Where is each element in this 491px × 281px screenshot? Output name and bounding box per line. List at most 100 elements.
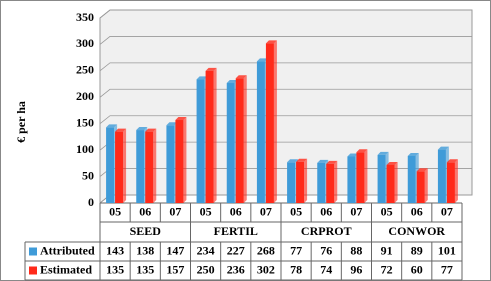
bar-side xyxy=(213,67,217,203)
bar-top xyxy=(416,168,428,172)
table-value: 135 xyxy=(136,262,154,276)
bar xyxy=(347,156,356,203)
x-tick-label: 07 xyxy=(350,204,362,218)
table-value: 74 xyxy=(320,262,332,276)
bar xyxy=(317,162,326,203)
bar-top xyxy=(347,153,359,157)
bar-side xyxy=(183,117,187,203)
x-tick-label: 06 xyxy=(139,204,151,218)
x-tick-label: 06 xyxy=(230,204,242,218)
bar xyxy=(287,162,296,203)
bar-top xyxy=(145,128,157,132)
x-tick-label: 07 xyxy=(260,204,272,218)
table-value: 60 xyxy=(411,262,423,276)
bar xyxy=(115,131,124,203)
bar-top xyxy=(106,124,118,128)
bar-side xyxy=(364,149,368,203)
x-tick-label: 06 xyxy=(411,204,423,218)
y-tick-label: 200 xyxy=(76,89,94,103)
bar xyxy=(235,78,244,203)
table-value: 78 xyxy=(290,262,302,276)
group-label: CONWOR xyxy=(388,224,445,238)
bar-side xyxy=(273,40,277,203)
grid-line xyxy=(99,88,472,98)
x-tick-label: 05 xyxy=(200,204,212,218)
table-value: 135 xyxy=(106,262,124,276)
group-label: CRPROT xyxy=(301,224,352,238)
bar-top xyxy=(226,80,238,84)
x-tick-label: 05 xyxy=(109,204,121,218)
table-value: 101 xyxy=(438,243,456,257)
bar-top xyxy=(256,58,268,62)
bar-top xyxy=(235,75,247,79)
bar-side xyxy=(454,159,458,203)
bar-top xyxy=(437,146,449,150)
bar-side xyxy=(334,160,338,203)
bar-side xyxy=(153,128,157,203)
bar xyxy=(446,162,455,203)
table-value: 89 xyxy=(411,243,423,257)
x-tick-label: 07 xyxy=(441,204,453,218)
bar-top xyxy=(115,128,127,132)
bar-top xyxy=(265,40,277,44)
table-value: 96 xyxy=(350,262,362,276)
bar xyxy=(265,43,274,203)
bar xyxy=(205,70,214,203)
x-tick-label: 07 xyxy=(169,204,181,218)
group-label: FERTIL xyxy=(214,224,258,238)
bar xyxy=(326,163,335,203)
table-value: 77 xyxy=(290,243,302,257)
bar xyxy=(437,149,446,203)
y-tick-label: 50 xyxy=(82,168,94,182)
table-value: 88 xyxy=(350,243,362,257)
table-value: 143 xyxy=(106,243,124,257)
bar-top xyxy=(166,122,178,126)
bar-top xyxy=(296,158,308,162)
table-value: 234 xyxy=(197,243,215,257)
legend-key xyxy=(29,247,37,256)
bar-top xyxy=(407,152,419,156)
y-tick-label: 100 xyxy=(76,142,94,156)
bar xyxy=(175,120,184,203)
table-value: 91 xyxy=(381,243,393,257)
bar-side xyxy=(304,158,308,203)
bar xyxy=(145,131,154,203)
legend-key xyxy=(29,266,37,275)
bar-top xyxy=(317,159,329,163)
bar-top xyxy=(377,151,389,155)
bar-top xyxy=(446,159,458,163)
legend-label: Attributed xyxy=(40,243,95,257)
grid-line xyxy=(99,62,472,72)
bar xyxy=(256,61,265,203)
bar-top xyxy=(287,159,299,163)
table-value: 302 xyxy=(257,262,275,276)
bar-side xyxy=(394,161,398,203)
table-value: 138 xyxy=(136,243,154,257)
x-tick-label: 05 xyxy=(381,204,393,218)
legend-label: Estimated xyxy=(40,262,92,276)
bar-top xyxy=(386,161,398,165)
grid-line xyxy=(99,115,472,125)
group-label: SEED xyxy=(130,224,162,238)
table-value: 250 xyxy=(197,262,215,276)
y-tick-label: 250 xyxy=(76,63,94,77)
bar-top xyxy=(205,67,217,71)
bar xyxy=(226,83,235,203)
y-tick-label: 150 xyxy=(76,115,94,129)
table-value: 157 xyxy=(166,262,184,276)
bar-side xyxy=(123,128,127,203)
y-tick-label: 300 xyxy=(76,36,94,50)
y-tick-label: 0 xyxy=(88,195,94,209)
y-tick-label: 350 xyxy=(76,10,94,24)
table-value: 227 xyxy=(227,243,245,257)
bar-top xyxy=(175,117,187,121)
bar xyxy=(416,171,425,203)
table-value: 147 xyxy=(166,243,184,257)
bar xyxy=(196,79,205,203)
bar-top xyxy=(326,160,338,164)
table-value: 72 xyxy=(381,262,393,276)
x-tick-label: 06 xyxy=(320,204,332,218)
table-value: 268 xyxy=(257,243,275,257)
x-tick-label: 05 xyxy=(290,204,302,218)
bar xyxy=(407,155,416,203)
